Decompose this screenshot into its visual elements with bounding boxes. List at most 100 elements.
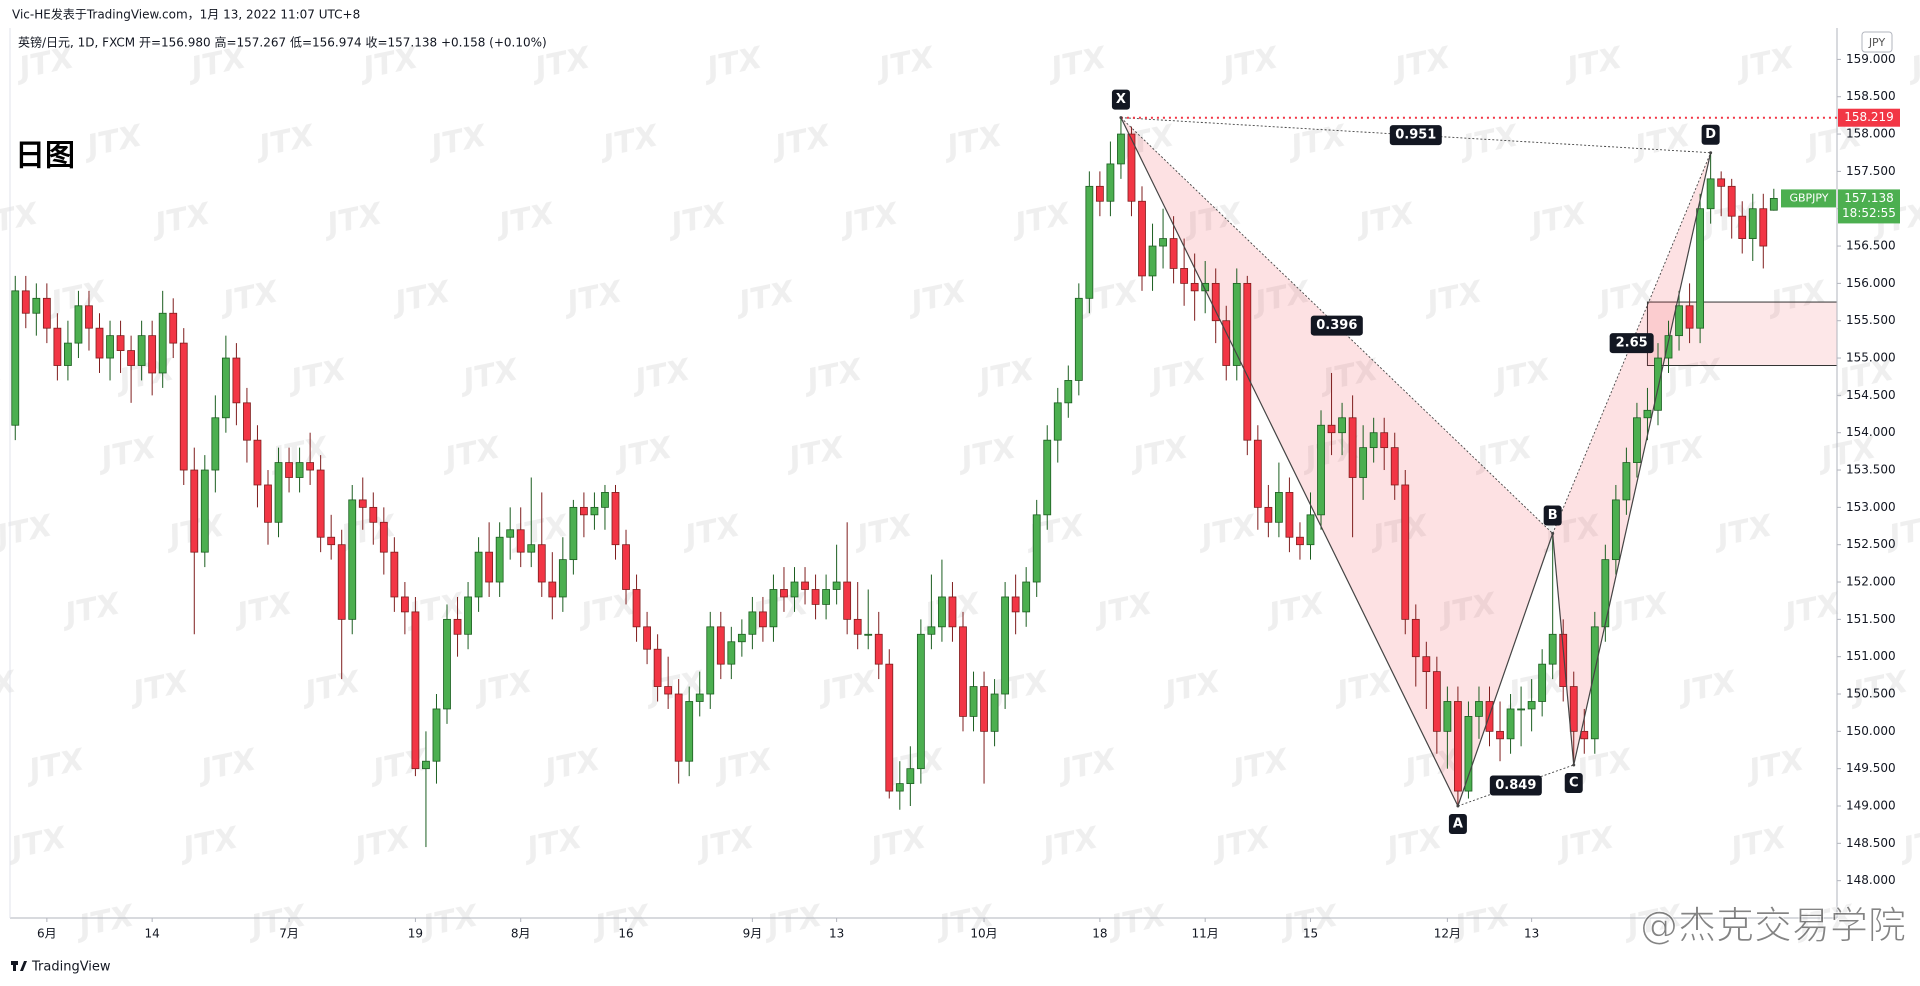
candle-body bbox=[1664, 335, 1673, 359]
candle-body bbox=[959, 626, 967, 717]
candle-body bbox=[1696, 208, 1705, 329]
watermark: JTX bbox=[1379, 820, 1447, 867]
watermark: JTX bbox=[1903, 40, 1920, 87]
candle-body bbox=[1506, 708, 1515, 740]
pattern-point bbox=[1572, 763, 1576, 767]
currency-box[interactable] bbox=[1861, 31, 1893, 53]
watermark: JTX bbox=[251, 118, 319, 165]
y-tick-label: 149.500 bbox=[1846, 761, 1896, 775]
currency[interactable]: JPY bbox=[1868, 36, 1886, 49]
candle-body bbox=[695, 693, 704, 702]
watermark: JTX bbox=[781, 430, 849, 477]
candle-body bbox=[1390, 447, 1399, 486]
candle-body bbox=[190, 469, 199, 553]
y-tick-label: 156.000 bbox=[1846, 276, 1896, 290]
y-tick-label: 148.000 bbox=[1846, 873, 1896, 887]
y-tick-label: 149.000 bbox=[1846, 799, 1896, 813]
watermark: JTX bbox=[469, 664, 537, 711]
x-tick-label: 13 bbox=[829, 927, 844, 941]
candle-body bbox=[1580, 730, 1589, 740]
y-tick-label: 158.500 bbox=[1846, 89, 1896, 103]
candle-body bbox=[53, 327, 62, 366]
candle-body bbox=[1011, 596, 1020, 613]
watermark: JTX bbox=[903, 274, 971, 321]
watermark: JTX bbox=[813, 664, 881, 711]
candle-body bbox=[158, 312, 167, 374]
candle-body bbox=[179, 342, 188, 471]
candle-body bbox=[1496, 730, 1504, 740]
ratio-box bbox=[1609, 333, 1654, 354]
candle-body bbox=[1127, 133, 1136, 202]
watermark: JTX bbox=[455, 352, 523, 399]
candle-body bbox=[674, 693, 683, 762]
watermark: JTX bbox=[1007, 196, 1075, 243]
candle-body bbox=[211, 417, 220, 471]
candle-body bbox=[685, 701, 694, 762]
watermark: JTX bbox=[971, 352, 1039, 399]
watermark: JTX bbox=[125, 664, 193, 711]
ratio-line bbox=[1552, 152, 1712, 534]
watermark: JTX bbox=[21, 742, 89, 789]
candle-body bbox=[422, 760, 430, 770]
point-box bbox=[1448, 814, 1467, 835]
y-tick-label: 158.000 bbox=[1846, 127, 1896, 141]
watermark: JTX bbox=[1215, 40, 1283, 87]
y-tick-label: 151.500 bbox=[1846, 612, 1896, 626]
candle-body bbox=[769, 589, 778, 628]
watermark: JTX bbox=[559, 274, 627, 321]
x-tick-label: 7月 bbox=[279, 927, 299, 941]
candle-body bbox=[21, 290, 30, 314]
pattern-leg bbox=[1573, 152, 1712, 766]
candle-body bbox=[1264, 506, 1273, 523]
x-tick-label: 11月 bbox=[1192, 927, 1219, 941]
candle-body bbox=[369, 506, 378, 523]
watermark: JTX bbox=[79, 118, 147, 165]
watermark: JTX bbox=[491, 196, 559, 243]
watermark: JTX bbox=[799, 352, 867, 399]
candle-body bbox=[1590, 626, 1599, 740]
watermark: JTX bbox=[1487, 352, 1555, 399]
candle-body bbox=[1727, 185, 1736, 217]
candle-body bbox=[1338, 417, 1346, 434]
watermark: JTX bbox=[1351, 196, 1419, 243]
logo-part bbox=[20, 961, 27, 971]
candle-body bbox=[316, 469, 325, 538]
candle-body bbox=[453, 618, 462, 635]
candle-body bbox=[853, 618, 862, 635]
watermark: JTX bbox=[1225, 742, 1293, 789]
candle-body bbox=[1296, 536, 1304, 546]
candle-body bbox=[1643, 409, 1652, 419]
ratio-label: 0.849 bbox=[1495, 778, 1536, 793]
y-tick-label: 148.500 bbox=[1846, 836, 1896, 850]
point-box bbox=[1543, 505, 1562, 526]
watermark: JTX bbox=[835, 196, 903, 243]
pattern-point bbox=[1551, 531, 1555, 535]
watermark: JTX bbox=[1283, 118, 1351, 165]
candle-body bbox=[1253, 439, 1262, 508]
watermark: JTX bbox=[1895, 820, 1920, 867]
candle-body bbox=[1717, 178, 1726, 187]
watermark: JTX bbox=[699, 40, 767, 87]
candle-body bbox=[306, 462, 315, 471]
candle-body bbox=[1053, 402, 1062, 441]
watermark: JTX bbox=[731, 274, 799, 321]
candle-body bbox=[759, 611, 767, 628]
candle-body bbox=[1211, 282, 1220, 322]
price-tag bbox=[1838, 189, 1900, 224]
x-tick-label: 6月 bbox=[37, 927, 57, 941]
candle-body bbox=[1001, 596, 1010, 695]
candle-body bbox=[506, 529, 515, 538]
watermark: JTX bbox=[0, 508, 57, 555]
candle-body bbox=[95, 327, 104, 359]
candle-body bbox=[1738, 215, 1747, 239]
candle-body bbox=[537, 544, 546, 583]
watermark: JTX bbox=[1043, 40, 1111, 87]
candle-body bbox=[1685, 305, 1694, 329]
watermark: JTX bbox=[1053, 742, 1121, 789]
candle-body bbox=[548, 581, 557, 598]
watermark: JTX bbox=[767, 118, 835, 165]
candle-body bbox=[243, 402, 251, 441]
ratio-box bbox=[1489, 775, 1542, 796]
x-tick-label: 12月 bbox=[1434, 927, 1461, 941]
